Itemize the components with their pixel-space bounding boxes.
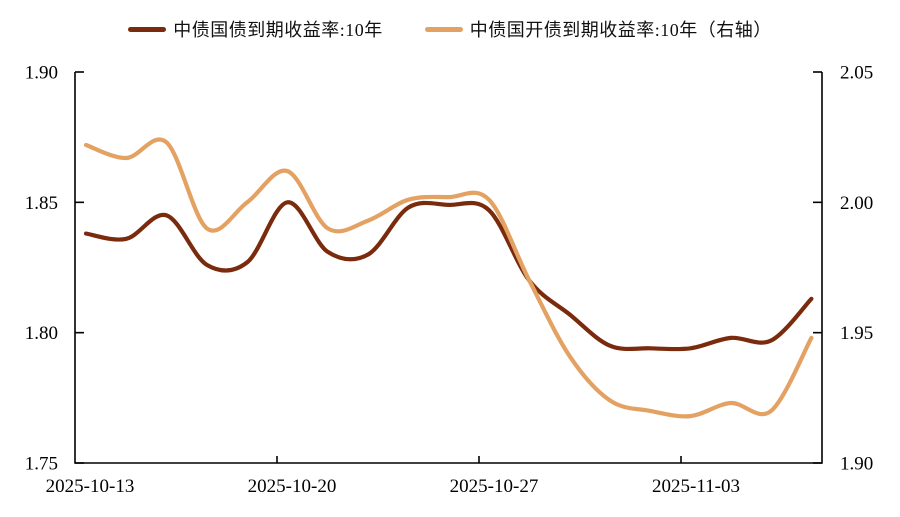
right-axis-tick-label: 1.90 <box>840 454 873 475</box>
axis-frame <box>74 72 823 464</box>
treasury-yield-line <box>83 200 814 352</box>
right-axis-tick-label: 1.95 <box>840 323 873 344</box>
legend-item-treasury-10y: 中债国债到期收益率:10年 <box>128 16 383 42</box>
left-axis-tick-label: 1.85 <box>25 193 58 214</box>
treasury-line-swatch <box>128 26 167 32</box>
legend: 中债国债到期收益率:10年 中债国开债到期收益率:10年（右轴） <box>0 16 900 42</box>
left-axis-tick-label: 1.90 <box>25 63 58 84</box>
cdb-line-swatch <box>424 26 463 32</box>
right-axis-tick-label: 2.00 <box>840 193 873 214</box>
cdb-legend-label: 中债国开债到期收益率:10年（右轴） <box>469 20 772 40</box>
left-axis-tick-label: 1.80 <box>25 323 58 344</box>
x-axis-tick-label: 2025-10-20 <box>248 476 337 497</box>
cdb-yield-line <box>83 137 814 419</box>
left-axis-tick-label: 1.75 <box>25 454 58 475</box>
legend-item-cdb-10y: 中债国开债到期收益率:10年（右轴） <box>424 16 772 42</box>
treasury-legend-label: 中债国债到期收益率:10年 <box>173 20 383 40</box>
x-axis-tick-label: 2025-10-13 <box>46 476 135 497</box>
right-axis-tick-label: 2.05 <box>840 63 873 84</box>
x-axis-tick-label: 2025-11-03 <box>652 476 740 497</box>
x-axis-tick-label: 2025-10-27 <box>450 476 539 497</box>
